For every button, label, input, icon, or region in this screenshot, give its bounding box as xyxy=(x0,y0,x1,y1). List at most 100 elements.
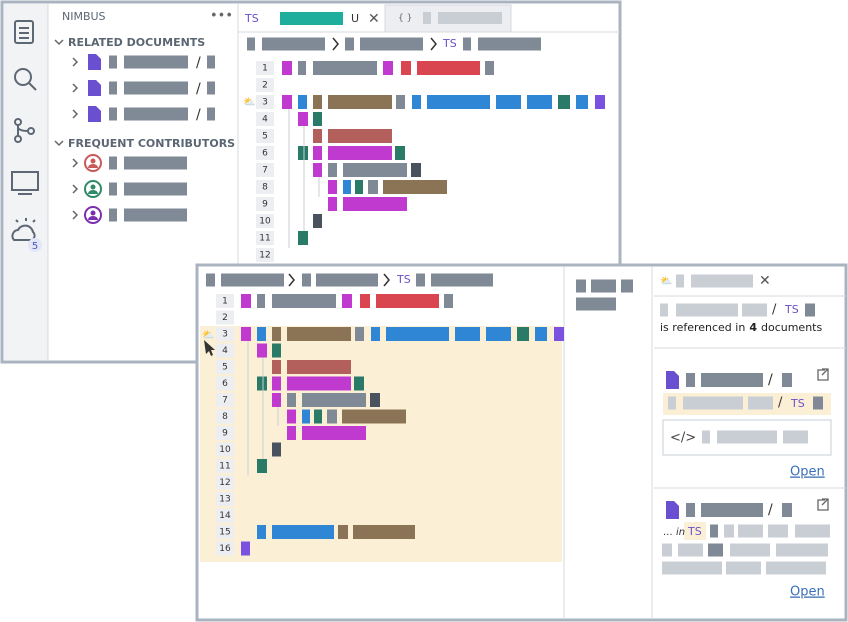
line-number-box xyxy=(216,541,234,556)
code-token xyxy=(257,343,267,358)
code-token xyxy=(314,409,322,424)
avatar xyxy=(88,216,98,220)
redacted-text xyxy=(691,274,753,288)
code-token xyxy=(355,180,363,194)
line-number: 5 xyxy=(262,132,268,142)
text: is referenced in xyxy=(660,321,745,334)
line-number: 11 xyxy=(219,462,230,472)
gutter-icon[interactable]: ⛅ xyxy=(202,329,214,341)
line-number: 9 xyxy=(262,200,268,210)
open-link[interactable]: Open xyxy=(790,465,825,480)
code-token xyxy=(401,61,411,75)
code-token xyxy=(328,95,392,109)
line-number-box xyxy=(216,508,234,523)
code-token xyxy=(328,163,337,177)
chevron[interactable] xyxy=(54,39,64,46)
section-header[interactable]: RELATED DOCUMENTS xyxy=(68,36,205,49)
chevron[interactable] xyxy=(72,210,79,220)
redacted-text xyxy=(742,303,767,317)
ellipsis: ... xyxy=(663,527,673,538)
code-token xyxy=(272,294,336,308)
document-icon xyxy=(88,54,101,70)
more-menu[interactable]: ••• xyxy=(210,9,233,24)
chevron[interactable] xyxy=(72,83,79,93)
redacted-text xyxy=(678,543,703,557)
line-number-box xyxy=(216,343,234,358)
open-link[interactable]: Open xyxy=(790,585,825,600)
line-number: 15 xyxy=(219,528,230,538)
avatar xyxy=(90,158,96,164)
code-token xyxy=(328,197,337,211)
code-token xyxy=(298,112,308,126)
code-token xyxy=(313,61,377,75)
line-number-box xyxy=(216,393,234,407)
code-token xyxy=(554,327,564,341)
redacted-text xyxy=(726,561,761,575)
panel-icon: ⛅ xyxy=(660,275,672,287)
code-token xyxy=(455,327,480,341)
redacted-text xyxy=(686,503,695,517)
redacted-text xyxy=(783,430,808,444)
line-number: 5 xyxy=(222,363,228,373)
gutter-icon[interactable]: ⛅ xyxy=(243,96,255,108)
line-number: 1 xyxy=(222,297,228,307)
chevron[interactable] xyxy=(72,57,79,67)
redacted-text xyxy=(206,273,215,287)
code-token xyxy=(383,61,393,75)
code-token xyxy=(576,95,588,109)
line-number-box xyxy=(256,248,274,262)
code-token xyxy=(558,95,570,109)
section-header[interactable]: FREQUENT CONTRIBUTORS xyxy=(68,137,235,150)
panel-close[interactable]: ✕ xyxy=(759,273,771,289)
code-token xyxy=(257,327,266,341)
code-token xyxy=(272,525,334,539)
code-token xyxy=(343,197,407,211)
snippet-language: TS xyxy=(687,525,702,538)
snippet-highlight xyxy=(684,522,706,540)
external-link-icons[interactable] xyxy=(817,368,829,511)
line-number: 4 xyxy=(222,346,228,356)
activity-bar xyxy=(4,4,48,360)
code-token xyxy=(496,95,521,109)
activity-icons[interactable] xyxy=(11,20,39,241)
redacted-text xyxy=(662,561,722,575)
redacted-text xyxy=(124,81,188,95)
redacted-text xyxy=(805,303,815,317)
code-token xyxy=(313,214,322,228)
tab-title-redacted[interactable] xyxy=(280,12,343,25)
line-number-box xyxy=(216,492,234,506)
redacted-text xyxy=(710,524,718,538)
text: documents xyxy=(761,321,822,334)
line-number-box xyxy=(216,475,234,490)
code-token xyxy=(376,294,439,308)
redacted-text xyxy=(738,524,763,538)
tab-close[interactable]: ✕ xyxy=(368,11,380,27)
avatar xyxy=(88,190,98,194)
chevron xyxy=(288,273,295,287)
chevron[interactable] xyxy=(72,184,79,194)
chevron[interactable] xyxy=(72,109,79,119)
redacted-text xyxy=(109,55,117,69)
tab-status: U xyxy=(351,12,359,25)
code-token xyxy=(395,146,405,160)
redacted-text xyxy=(782,373,792,387)
line-number-box xyxy=(256,146,274,160)
redacted-text xyxy=(316,273,378,287)
code-token xyxy=(287,327,351,341)
line-number-box xyxy=(216,426,234,440)
redacted-text xyxy=(591,279,616,293)
redacted-text xyxy=(748,396,773,410)
code-token xyxy=(328,146,392,160)
redacted-text xyxy=(262,37,325,51)
code-token xyxy=(343,163,407,177)
line-number: 13 xyxy=(219,495,230,505)
line-number-box xyxy=(216,525,234,539)
code-token xyxy=(355,327,364,341)
chevron[interactable] xyxy=(54,140,64,147)
breadcrumb-language: TS xyxy=(396,273,411,286)
code-token xyxy=(370,393,380,407)
redacted-text xyxy=(124,208,187,222)
line-number: 7 xyxy=(262,166,268,176)
code-token xyxy=(272,442,281,457)
chevron[interactable] xyxy=(72,158,79,168)
